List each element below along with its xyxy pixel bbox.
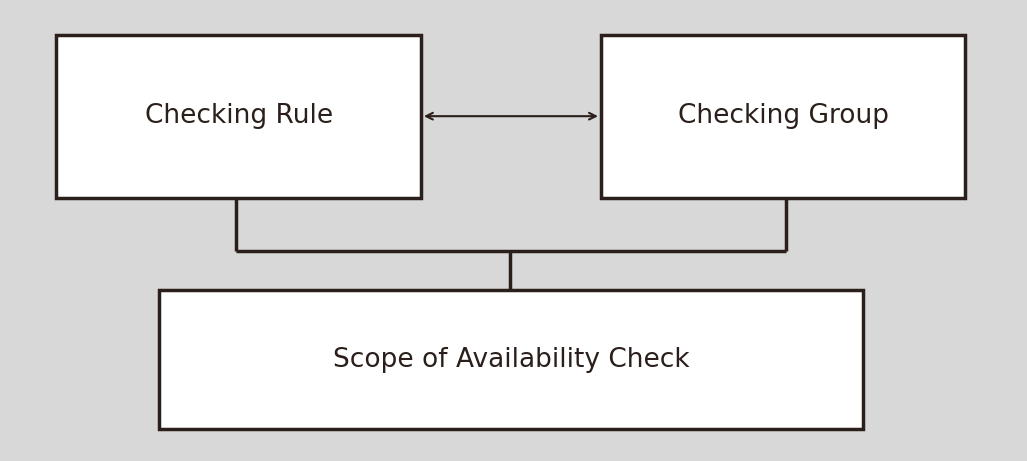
Text: Checking Group: Checking Group — [678, 103, 888, 130]
Bar — [56, 35, 421, 198]
Text: Scope of Availability Check: Scope of Availability Check — [333, 347, 689, 372]
Bar — [601, 35, 965, 198]
Bar — [159, 290, 863, 429]
Text: Checking Rule: Checking Rule — [145, 103, 333, 130]
